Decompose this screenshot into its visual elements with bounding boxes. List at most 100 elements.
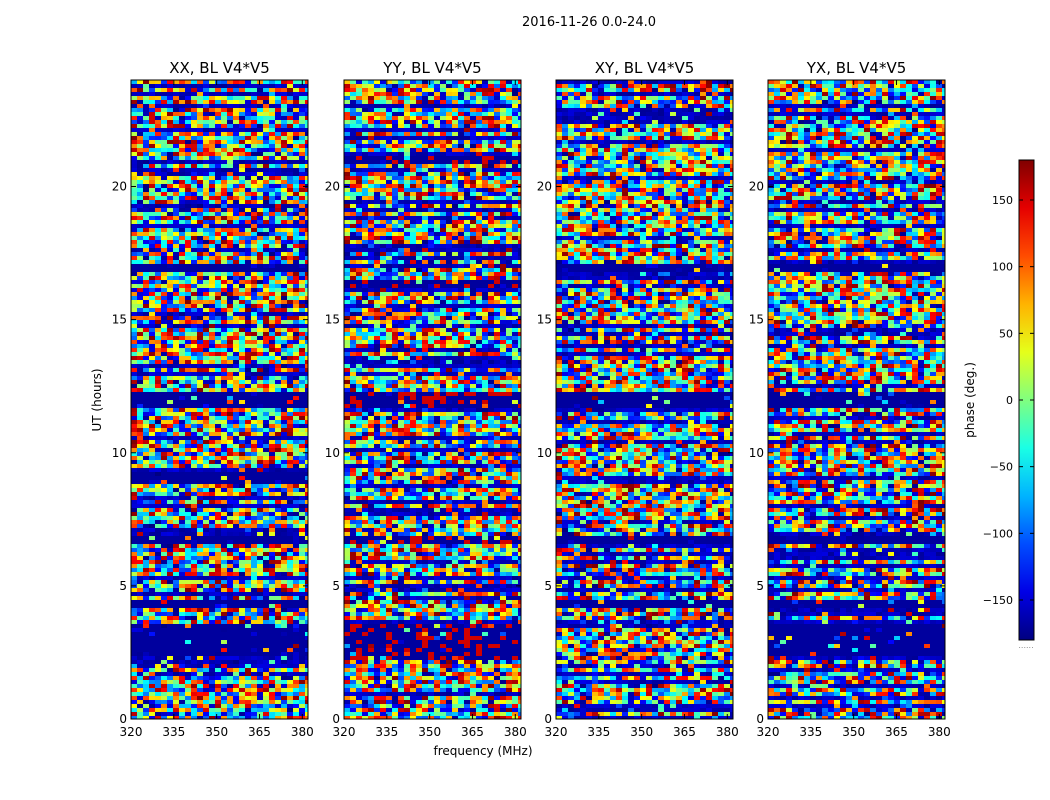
heatmap-cell: [209, 508, 215, 512]
heatmap-cell: [137, 496, 143, 500]
heatmap-cell: [275, 192, 281, 196]
heatmap-cell: [161, 160, 167, 164]
heatmap-cell: [185, 160, 191, 164]
heatmap-cell: [281, 124, 287, 128]
heatmap-cell: [161, 180, 167, 184]
heatmap-cell: [299, 140, 305, 144]
heatmap-cell: [167, 564, 173, 568]
heatmap-cell: [251, 572, 257, 576]
heatmap-cell: [185, 680, 191, 684]
heatmap-cell: [143, 196, 149, 200]
heatmap-cell: [167, 172, 173, 176]
heatmap-cell: [149, 288, 155, 292]
heatmap-cell: [305, 488, 308, 492]
heatmap-cell: [392, 88, 398, 92]
heatmap-cell: [239, 656, 245, 660]
heatmap-cell: [155, 716, 161, 719]
heatmap-cell: [143, 124, 149, 128]
heatmap-cell: [161, 356, 167, 360]
heatmap-cell: [209, 556, 215, 560]
heatmap-cell: [167, 692, 173, 696]
heatmap-cell: [293, 292, 299, 296]
heatmap-cell: [281, 712, 287, 716]
heatmap-cell: [203, 468, 209, 472]
heatmap-cell: [257, 192, 263, 196]
heatmap-cell: [143, 268, 149, 272]
heatmap-cell: [245, 448, 251, 452]
heatmap-cell: [275, 412, 281, 416]
heatmap-cell: [269, 176, 275, 180]
heatmap-cell: [149, 588, 155, 592]
heatmap-cell: [287, 588, 293, 592]
heatmap-cell: [305, 364, 308, 368]
heatmap-cell: [233, 184, 239, 188]
heatmap-cell: [131, 408, 137, 412]
heatmap-cell: [173, 176, 179, 180]
heatmap-cell: [185, 300, 191, 304]
heatmap-cell: [281, 172, 287, 176]
heatmap-cell: [275, 424, 281, 428]
heatmap-cell: [287, 280, 293, 284]
heatmap-cell: [143, 632, 149, 636]
heatmap-cell: [161, 440, 167, 444]
heatmap-cell: [161, 648, 167, 652]
heatmap-cell: [137, 412, 143, 416]
heatmap-cell: [137, 212, 143, 216]
heatmap-cell: [209, 700, 215, 704]
heatmap-cell: [299, 564, 305, 568]
heatmap-cell: [137, 288, 143, 292]
heatmap-cell: [185, 456, 191, 460]
heatmap-cell: [305, 680, 308, 684]
heatmap-cell: [185, 156, 191, 160]
heatmap-cell: [179, 528, 185, 532]
heatmap-cell: [293, 208, 299, 212]
heatmap-cell: [245, 152, 251, 156]
heatmap-cell: [161, 256, 167, 260]
heatmap-cell: [275, 508, 281, 512]
heatmap-cell: [197, 632, 203, 636]
heatmap-cell: [179, 400, 185, 404]
heatmap-cell: [305, 564, 308, 568]
heatmap-cell: [209, 580, 215, 584]
heatmap-cell: [167, 424, 173, 428]
heatmap-cell: [299, 636, 305, 640]
heatmap-cell: [233, 292, 239, 296]
heatmap-cell: [191, 204, 197, 208]
heatmap-cell: [179, 204, 185, 208]
heatmap-cell: [167, 316, 173, 320]
heatmap-cell: [239, 260, 245, 264]
heatmap-cells: [344, 80, 521, 719]
heatmap-cell: [137, 368, 143, 372]
heatmap-cell: [257, 248, 263, 252]
heatmap-cell: [239, 608, 245, 612]
heatmap-cell: [275, 332, 281, 336]
heatmap-cell: [143, 420, 149, 424]
heatmap-cell: [239, 164, 245, 168]
heatmap-cell: [185, 376, 191, 380]
heatmap-cell: [215, 588, 221, 592]
heatmap-cell: [209, 620, 215, 624]
heatmap-cell: [305, 112, 308, 116]
heatmap-cell: [161, 408, 167, 412]
heatmap-cell: [269, 712, 275, 716]
heatmap-cell: [221, 140, 227, 144]
heatmap-cell: [281, 656, 287, 660]
heatmap-cell: [203, 188, 209, 192]
heatmap-cell: [149, 192, 155, 196]
heatmap-cell: [179, 168, 185, 172]
heatmap-cell: [293, 140, 299, 144]
heatmap-cell: [161, 140, 167, 144]
heatmap-cell: [143, 648, 149, 652]
heatmap-cell: [299, 428, 305, 432]
heatmap-cell: [251, 616, 257, 620]
heatmap-cell: [251, 660, 257, 664]
heatmap-cell: [185, 248, 191, 252]
heatmap-cell: [155, 348, 161, 352]
heatmap-cell: [251, 340, 257, 344]
heatmap-cell: [161, 624, 167, 628]
heatmap-cell: [269, 244, 275, 248]
heatmap-cell: [221, 180, 227, 184]
heatmap-cell: [137, 388, 143, 392]
heatmap-cell: [245, 188, 251, 192]
heatmap-cell: [179, 572, 185, 576]
